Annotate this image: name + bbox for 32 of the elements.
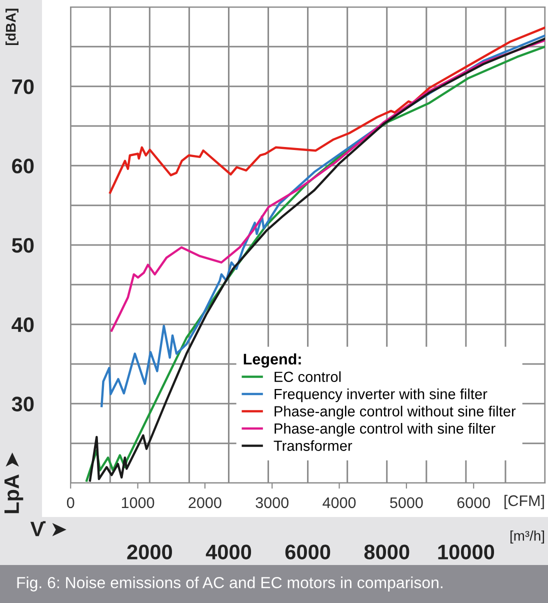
x2-tick-label: 3000 — [256, 497, 288, 508]
line-series — [110, 39, 545, 332]
y-tick-label: 50 — [12, 238, 34, 253]
text: [dBA] — [6, 8, 18, 46]
legend-title: Legend: — [244, 353, 301, 368]
line-series — [109, 26, 545, 194]
x2-tick-label: 5000 — [390, 497, 423, 508]
text: [m³/h] — [510, 530, 544, 544]
y-tick-label: 70 — [12, 79, 34, 94]
legend-label: EC control — [274, 371, 341, 382]
x2-tick-label: 2000 — [188, 497, 222, 508]
legend-label: Transformer — [274, 440, 352, 451]
y-tick-label: 30 — [12, 396, 34, 412]
y-tick-label: 40 — [12, 317, 34, 332]
x2-tick-label: 0 — [66, 497, 74, 508]
caption: Fig. 6: Noise emissions of AC and EC motors in comparison. — [17, 576, 442, 592]
legend-label: Phase-angle control with sine filter — [274, 423, 496, 437]
x-axis-title: V̇ ➤ — [30, 521, 66, 536]
legend-label: Frequency inverter with sine filter — [274, 388, 488, 402]
x-tick-label: 6000 — [285, 544, 330, 560]
line-series — [100, 34, 545, 408]
x2-tick-label: 4000 — [322, 497, 356, 508]
x2-axis-title: [CFM] — [504, 494, 544, 510]
x-tick-label: 10000 — [438, 544, 494, 560]
y-tick-label: 60 — [12, 158, 34, 174]
x2-tick-label: 1000 — [122, 497, 154, 508]
legend-label: Phase-angle control without sine filter — [274, 406, 516, 420]
x-tick-label: 4000 — [206, 544, 252, 560]
x-tick-label: 2000 — [127, 544, 172, 560]
x-tick-label: 8000 — [364, 544, 410, 560]
x2-tick-label: 6000 — [457, 497, 490, 508]
y-axis-title: LpA ➤ — [4, 452, 24, 514]
